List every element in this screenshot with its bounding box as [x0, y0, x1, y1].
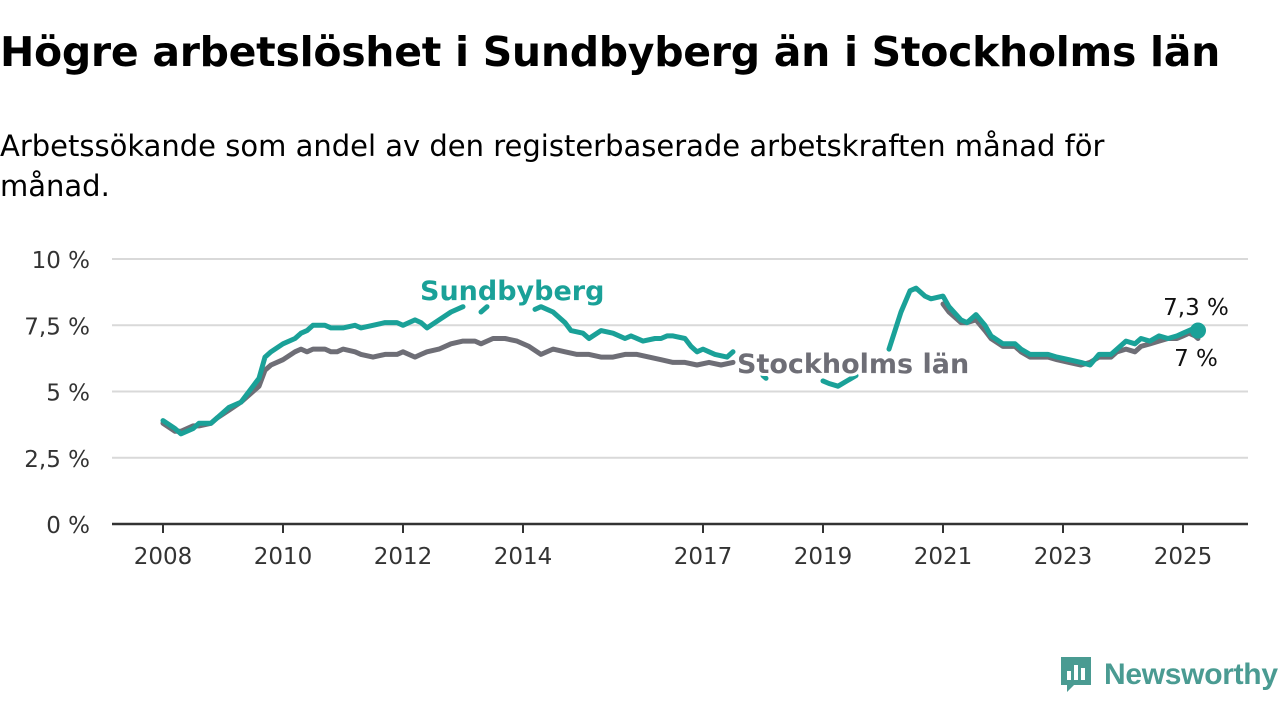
chart-subtitle: Arbetssökande som andel av den registerb…	[0, 129, 1105, 203]
y-tick-label: 2,5 %	[24, 447, 90, 473]
newsworthy-logo-icon	[1061, 657, 1091, 692]
gridlines	[112, 258, 1248, 459]
x-tick-label: 2010	[254, 544, 313, 570]
series-line-sundbyberg	[160, 285, 1201, 437]
sundbyberg-end-marker	[1190, 322, 1206, 339]
y-tick-label: 7,5 %	[24, 314, 90, 340]
series-lines	[160, 285, 1206, 437]
x-tick-label: 2014	[494, 544, 553, 570]
x-tick-label: 2012	[374, 544, 433, 570]
brand-logo[interactable]: Newsworthy	[1058, 652, 1278, 698]
y-tick-label: 5 %	[46, 381, 90, 407]
y-axis-labels: 0 % 2,5 % 5 % 7,5 % 10 %	[24, 248, 90, 539]
x-tick-label: 2017	[674, 544, 733, 570]
end-label-sundbyberg: 7,3 %	[1163, 295, 1229, 321]
series-labels: Sundbyberg Stockholms län 7,3 % 7 %	[420, 276, 1229, 383]
chart-title: Högre arbetslöshet i Sundbyberg än i Sto…	[0, 28, 1221, 76]
x-tick-label: 2023	[1034, 544, 1093, 570]
series-label-sundbyberg: Sundbyberg	[420, 276, 604, 307]
y-tick-label: 0 %	[46, 513, 90, 539]
end-label-stockholm: 7 %	[1174, 346, 1218, 372]
y-tick-label: 10 %	[32, 248, 90, 274]
x-tick-label: 2019	[794, 544, 853, 570]
x-tick-label: 2025	[1154, 544, 1213, 570]
x-tick-label: 2008	[134, 544, 193, 570]
x-axis: 2008 2010 2012 2014 2017 2019 2021 2023 2025	[112, 522, 1248, 570]
x-tick-label: 2021	[914, 544, 973, 570]
series-label-stockholm: Stockholms län	[737, 349, 969, 380]
brand-name: Newsworthy	[1104, 658, 1278, 691]
